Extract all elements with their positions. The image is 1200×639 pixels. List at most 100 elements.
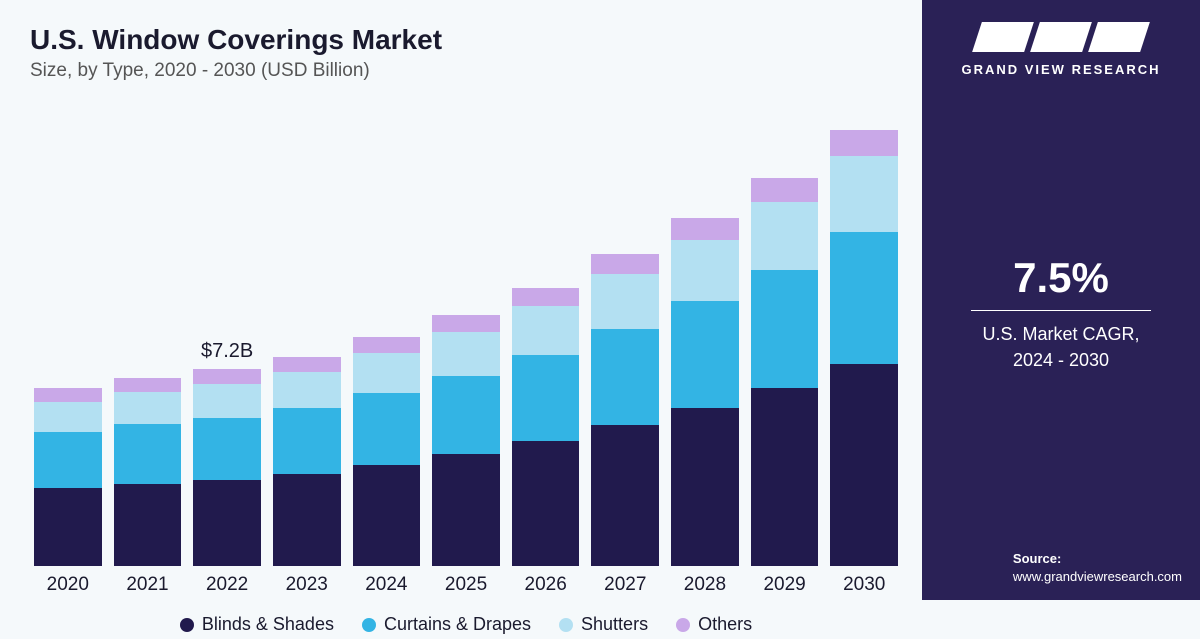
- cagr-caption: U.S. Market CAGR, 2024 - 2030: [971, 321, 1151, 373]
- legend-label: Blinds & Shades: [202, 614, 334, 635]
- bar-segment: [193, 418, 261, 480]
- data-callout: $7.2B: [201, 340, 253, 363]
- x-axis-label: 2023: [286, 574, 328, 596]
- divider: [971, 310, 1151, 311]
- source-url: www.grandviewresearch.com: [1013, 568, 1182, 586]
- bar-column: 2028: [671, 130, 739, 596]
- bar-segment: [114, 378, 182, 392]
- legend-item: Shutters: [559, 614, 648, 635]
- bar-segment: [193, 384, 261, 418]
- bar-segment: [432, 315, 500, 332]
- bar-column: 2024: [353, 130, 421, 596]
- x-axis-label: 2030: [843, 574, 885, 596]
- bar-segment: [671, 218, 739, 240]
- cagr-caption-line2: 2024 - 2030: [1013, 350, 1109, 370]
- legend-item: Blinds & Shades: [180, 614, 334, 635]
- cagr-value: 7.5%: [971, 254, 1151, 302]
- bar-column: 2021: [114, 130, 182, 596]
- bar-segment: [512, 355, 580, 441]
- bar-segment: [193, 480, 261, 566]
- bar-segment: [591, 254, 659, 274]
- bar-segment: [273, 474, 341, 566]
- bar-segment: [671, 301, 739, 408]
- legend-item: Others: [676, 614, 752, 635]
- brand-name: GRAND VIEW RESEARCH: [961, 62, 1160, 77]
- bar-segment: [830, 232, 898, 364]
- legend-swatch-icon: [362, 618, 376, 632]
- bar-stack: [830, 130, 898, 566]
- bar-segment: [751, 178, 819, 202]
- bar-stack: [671, 130, 739, 566]
- x-axis-label: 2021: [126, 574, 168, 596]
- bar-segment: [34, 488, 102, 566]
- bar-stack: [591, 130, 659, 566]
- x-axis-label: 2026: [525, 574, 567, 596]
- bar-stack: [432, 130, 500, 566]
- bar-stack: [34, 130, 102, 566]
- bar-column: 2023: [273, 130, 341, 596]
- x-axis-label: 2022: [206, 574, 248, 596]
- bar-segment: [671, 240, 739, 301]
- bar-stack: [512, 130, 580, 566]
- bar-segment: [591, 329, 659, 425]
- bar-segment: [114, 424, 182, 484]
- bar-column: 2030: [830, 130, 898, 596]
- bar-stack: [353, 130, 421, 566]
- bar-segment: [751, 202, 819, 270]
- side-panel: GRAND VIEW RESEARCH 7.5% U.S. Market CAG…: [922, 0, 1200, 600]
- bar-column: $7.2B 2022: [193, 130, 261, 596]
- bar-segment: [512, 441, 580, 566]
- brand-block: GRAND VIEW RESEARCH: [961, 22, 1160, 77]
- bar-segment: [830, 130, 898, 156]
- legend-label: Others: [698, 614, 752, 635]
- bar-segment: [432, 376, 500, 454]
- bar-segment: [432, 332, 500, 376]
- bar-segment: [432, 454, 500, 566]
- legend-swatch-icon: [180, 618, 194, 632]
- bar-segment: [34, 432, 102, 488]
- bar-stack: $7.2B: [193, 130, 261, 566]
- x-axis-label: 2024: [365, 574, 407, 596]
- x-axis-label: 2029: [763, 574, 805, 596]
- bar-segment: [591, 274, 659, 329]
- bar-segment: [34, 388, 102, 402]
- chart-subtitle: Size, by Type, 2020 - 2030 (USD Billion): [30, 60, 902, 82]
- source-block: Source: www.grandviewresearch.com: [1013, 550, 1182, 586]
- x-axis-label: 2020: [47, 574, 89, 596]
- chart-legend: Blinds & Shades Curtains & Drapes Shutters…: [30, 600, 902, 639]
- bar-chart-plot: 2020 2021 $7.2B 2022 2023 2024 2025 2026 2027 202…: [30, 90, 902, 600]
- legend-item: Curtains & Drapes: [362, 614, 531, 635]
- source-label: Source:: [1013, 550, 1182, 568]
- bar-stack: [751, 130, 819, 566]
- x-axis-label: 2027: [604, 574, 646, 596]
- bar-segment: [830, 364, 898, 566]
- bar-segment: [34, 402, 102, 432]
- legend-label: Shutters: [581, 614, 648, 635]
- bar-segment: [830, 156, 898, 232]
- bar-column: 2025: [432, 130, 500, 596]
- cagr-caption-line1: U.S. Market CAGR,: [982, 324, 1139, 344]
- bar-segment: [273, 372, 341, 408]
- bar-segment: [273, 357, 341, 372]
- bar-segment: [273, 408, 341, 474]
- x-axis-label: 2028: [684, 574, 726, 596]
- legend-swatch-icon: [676, 618, 690, 632]
- bar-segment: [512, 306, 580, 355]
- bar-segment: [353, 337, 421, 353]
- chart-panel: U.S. Window Coverings Market Size, by Ty…: [0, 0, 922, 600]
- bar-segment: [353, 465, 421, 566]
- bar-column: 2029: [751, 130, 819, 596]
- bar-column: 2027: [591, 130, 659, 596]
- cagr-block: 7.5% U.S. Market CAGR, 2024 - 2030: [971, 254, 1151, 373]
- legend-label: Curtains & Drapes: [384, 614, 531, 635]
- bar-segment: [751, 388, 819, 566]
- bar-segment: [114, 392, 182, 424]
- bar-segment: [114, 484, 182, 566]
- bar-segment: [751, 270, 819, 388]
- bar-column: 2026: [512, 130, 580, 596]
- bar-segment: [193, 369, 261, 384]
- bar-segment: [512, 288, 580, 306]
- bar-stack: [273, 130, 341, 566]
- bar-segment: [353, 393, 421, 465]
- bar-stack: [114, 130, 182, 566]
